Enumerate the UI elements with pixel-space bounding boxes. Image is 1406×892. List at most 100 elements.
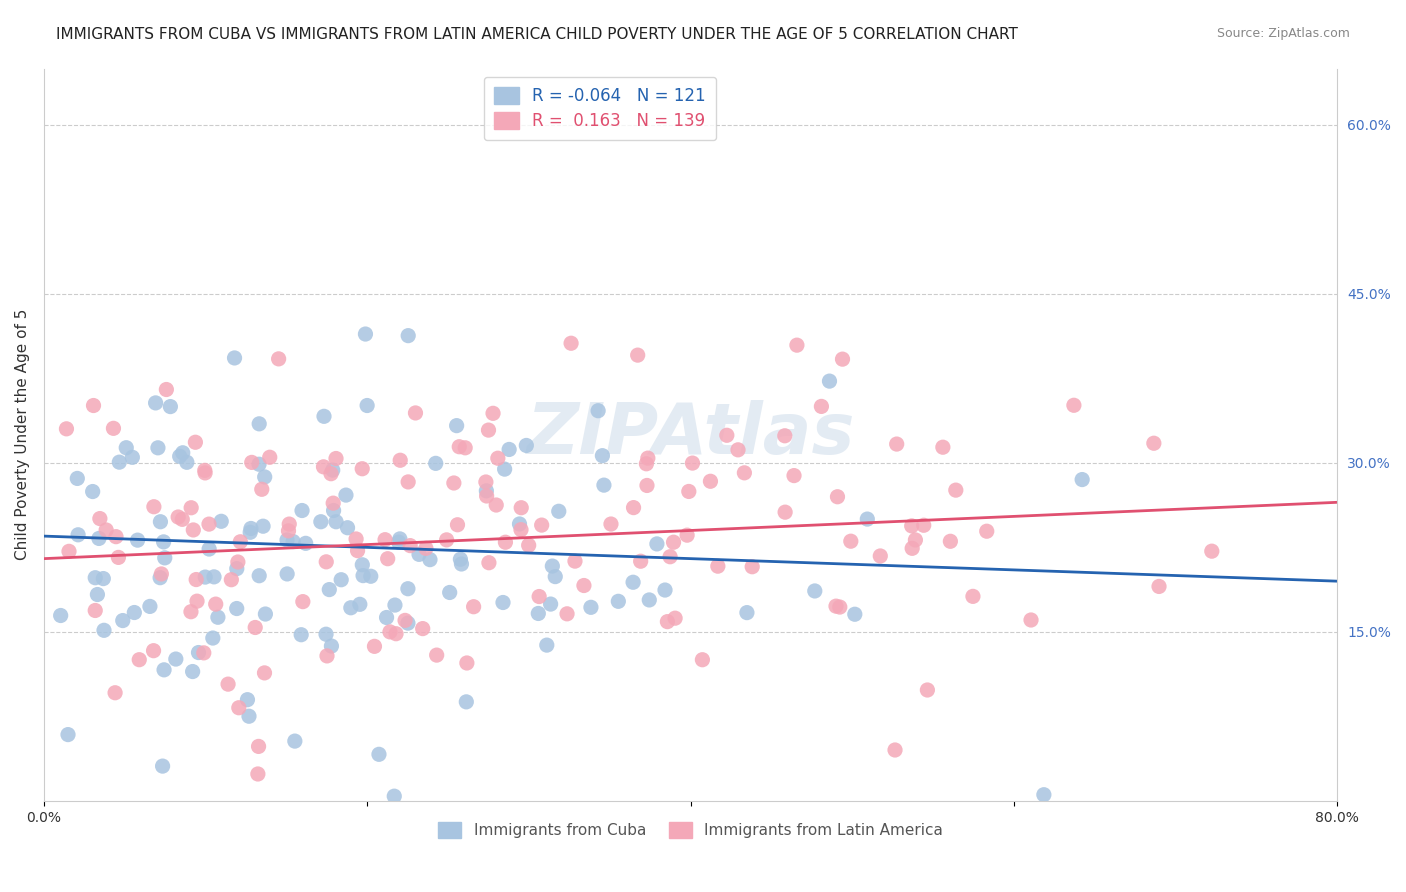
Point bbox=[904, 533, 927, 547]
Text: ZIPAtlas: ZIPAtlas bbox=[526, 401, 855, 469]
Point bbox=[322, 496, 344, 510]
Point bbox=[155, 383, 177, 397]
Point bbox=[149, 515, 172, 529]
Point bbox=[827, 490, 849, 504]
Text: IMMIGRANTS FROM CUBA VS IMMIGRANTS FROM LATIN AMERICA CHILD POVERTY UNDER THE AG: IMMIGRANTS FROM CUBA VS IMMIGRANTS FROM … bbox=[56, 27, 1018, 42]
Point bbox=[810, 400, 832, 414]
Point bbox=[560, 336, 582, 351]
Point bbox=[360, 569, 382, 583]
Point bbox=[180, 500, 202, 515]
Point bbox=[494, 462, 516, 476]
Point bbox=[572, 578, 595, 592]
Point bbox=[294, 536, 316, 550]
Point bbox=[886, 437, 908, 451]
Point bbox=[374, 533, 396, 547]
Point bbox=[169, 450, 191, 464]
Point bbox=[238, 709, 260, 723]
Point bbox=[636, 478, 658, 492]
Point bbox=[901, 541, 924, 556]
Point bbox=[172, 446, 194, 460]
Point bbox=[321, 639, 343, 653]
Point bbox=[247, 739, 270, 754]
Point bbox=[527, 590, 550, 604]
Point bbox=[773, 429, 796, 443]
Point bbox=[482, 406, 505, 420]
Point bbox=[128, 653, 150, 667]
Point bbox=[228, 700, 250, 714]
Point bbox=[450, 557, 472, 571]
Point bbox=[194, 466, 217, 480]
Point bbox=[277, 524, 299, 538]
Point bbox=[456, 695, 478, 709]
Point bbox=[368, 747, 391, 762]
Point bbox=[316, 648, 339, 663]
Point bbox=[335, 488, 357, 502]
Point bbox=[107, 550, 129, 565]
Point bbox=[773, 505, 796, 519]
Point bbox=[153, 550, 176, 565]
Point bbox=[209, 514, 232, 528]
Point bbox=[831, 352, 853, 367]
Point bbox=[396, 616, 419, 631]
Point bbox=[247, 417, 270, 431]
Point bbox=[630, 554, 652, 568]
Point bbox=[201, 631, 224, 645]
Point bbox=[111, 614, 134, 628]
Point bbox=[315, 627, 337, 641]
Point bbox=[510, 500, 533, 515]
Point bbox=[1032, 788, 1054, 802]
Point bbox=[727, 442, 749, 457]
Point bbox=[621, 575, 644, 590]
Point bbox=[58, 544, 80, 558]
Point bbox=[657, 615, 679, 629]
Point bbox=[240, 455, 263, 469]
Point bbox=[224, 351, 246, 365]
Point bbox=[202, 570, 225, 584]
Point bbox=[165, 652, 187, 666]
Point bbox=[1019, 613, 1042, 627]
Point bbox=[115, 441, 138, 455]
Point bbox=[167, 510, 190, 524]
Point bbox=[399, 539, 422, 553]
Point bbox=[375, 610, 398, 624]
Point bbox=[281, 534, 304, 549]
Point bbox=[325, 451, 347, 466]
Point bbox=[492, 595, 515, 609]
Point bbox=[396, 328, 419, 343]
Point bbox=[536, 638, 558, 652]
Point bbox=[388, 535, 411, 549]
Point bbox=[456, 656, 478, 670]
Point bbox=[839, 534, 862, 549]
Point bbox=[439, 585, 461, 599]
Point bbox=[253, 470, 276, 484]
Point bbox=[547, 504, 569, 518]
Point bbox=[408, 547, 430, 561]
Point bbox=[145, 396, 167, 410]
Point bbox=[291, 503, 314, 517]
Point bbox=[66, 471, 89, 485]
Point bbox=[382, 789, 405, 804]
Point bbox=[352, 558, 374, 572]
Point bbox=[312, 459, 335, 474]
Point bbox=[664, 611, 686, 625]
Point bbox=[515, 438, 537, 452]
Point bbox=[716, 428, 738, 442]
Legend: Immigrants from Cuba, Immigrants from Latin America: Immigrants from Cuba, Immigrants from La… bbox=[432, 816, 949, 845]
Point bbox=[82, 484, 104, 499]
Point bbox=[733, 466, 755, 480]
Point bbox=[312, 409, 335, 424]
Point bbox=[544, 569, 567, 583]
Point bbox=[89, 511, 111, 525]
Point bbox=[498, 442, 520, 457]
Text: Source: ZipAtlas.com: Source: ZipAtlas.com bbox=[1216, 27, 1350, 40]
Point bbox=[96, 523, 118, 537]
Point bbox=[454, 441, 477, 455]
Point bbox=[229, 534, 252, 549]
Point bbox=[396, 582, 419, 596]
Point bbox=[193, 646, 215, 660]
Point bbox=[349, 597, 371, 611]
Point bbox=[475, 475, 498, 489]
Point bbox=[419, 552, 441, 566]
Point bbox=[91, 572, 114, 586]
Point bbox=[394, 614, 416, 628]
